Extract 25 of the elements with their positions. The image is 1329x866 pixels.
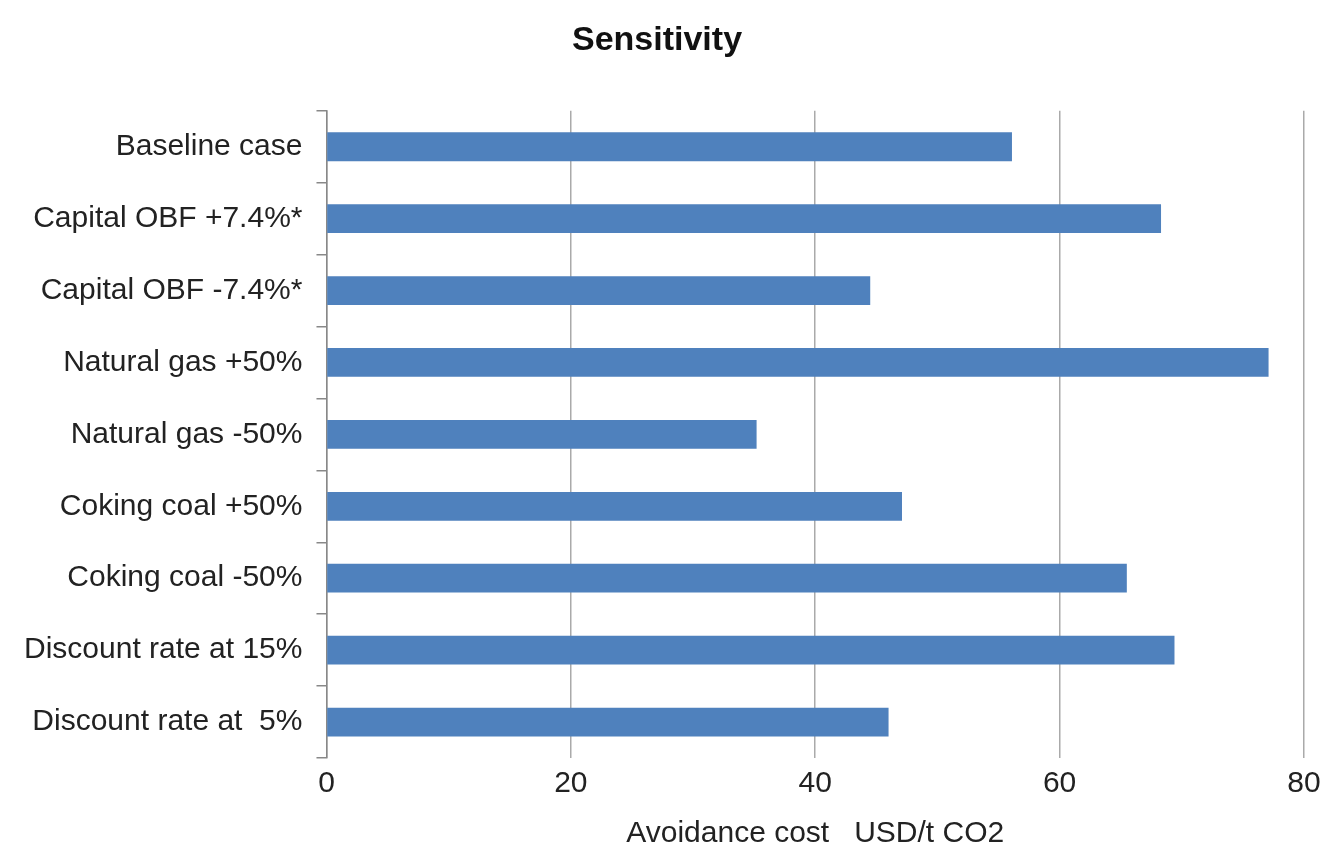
x-axis-title: Avoidance cost USD/t CO2 (626, 815, 1005, 849)
bar (327, 420, 757, 449)
x-tick-label: 60 (1042, 765, 1077, 799)
y-tick-label: Discount rate at 5% (32, 703, 303, 737)
chart-title: Sensitivity (571, 18, 743, 57)
bar (327, 707, 889, 737)
bar (327, 563, 1127, 593)
x-tick-label: 40 (798, 765, 832, 799)
x-tick-label: 80 (1287, 765, 1321, 799)
y-tick-label: Baseline case (115, 128, 303, 162)
y-tick-label: Coking coal +50% (59, 487, 303, 521)
y-tick-label: Discount rate at 15% (24, 631, 303, 665)
x-tick-label: 0 (318, 765, 335, 799)
bar (327, 491, 902, 521)
bar (327, 348, 1269, 377)
y-tick-label: Capital OBF -7.4%* (40, 271, 303, 305)
y-tick-label: Natural gas +50% (63, 343, 303, 377)
x-tick-label: 20 (554, 765, 588, 799)
bar (327, 204, 1162, 234)
bar (327, 635, 1175, 665)
y-tick-label: Natural gas -50% (70, 415, 303, 449)
bar (327, 276, 871, 305)
y-tick-label: Coking coal -50% (67, 559, 303, 593)
bar (327, 132, 1012, 162)
y-tick-label: Capital OBF +7.4%* (33, 199, 303, 233)
